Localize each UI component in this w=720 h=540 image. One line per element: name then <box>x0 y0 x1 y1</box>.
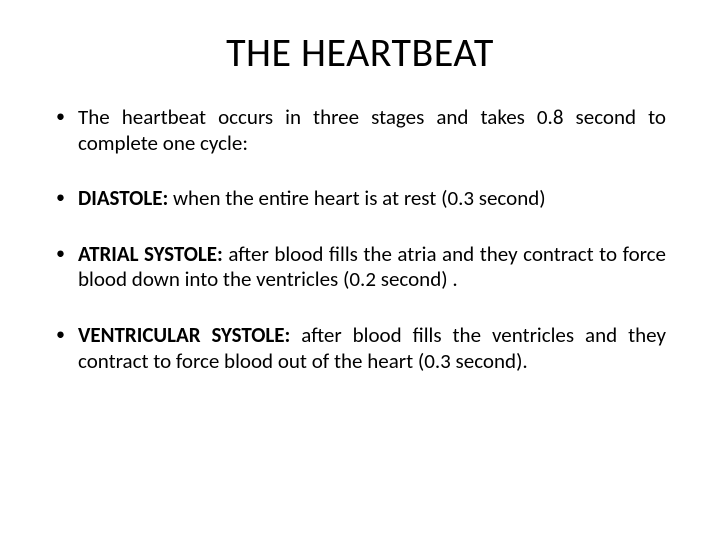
bullet-list: The heartbeat occurs in three stages and… <box>54 105 666 374</box>
list-item: DIASTOLE: when the entire heart is at re… <box>54 186 666 212</box>
list-item: ATRIAL SYSTOLE: after blood fills the at… <box>54 242 666 293</box>
list-item: The heartbeat occurs in three stages and… <box>54 105 666 156</box>
bullet-term: VENTRICULAR SYSTOLE: <box>78 322 290 348</box>
slide: THE HEARTBEAT The heartbeat occurs in th… <box>0 0 720 540</box>
slide-title: THE HEARTBEAT <box>54 28 666 77</box>
list-item: VENTRICULAR SYSTOLE: after blood fills t… <box>54 323 666 374</box>
bullet-text: when the entire heart is at rest (0.3 se… <box>168 185 545 211</box>
bullet-term: DIASTOLE: <box>78 185 168 211</box>
bullet-term: ATRIAL SYSTOLE: <box>78 241 223 267</box>
bullet-text: The heartbeat occurs in three stages and… <box>78 104 666 156</box>
